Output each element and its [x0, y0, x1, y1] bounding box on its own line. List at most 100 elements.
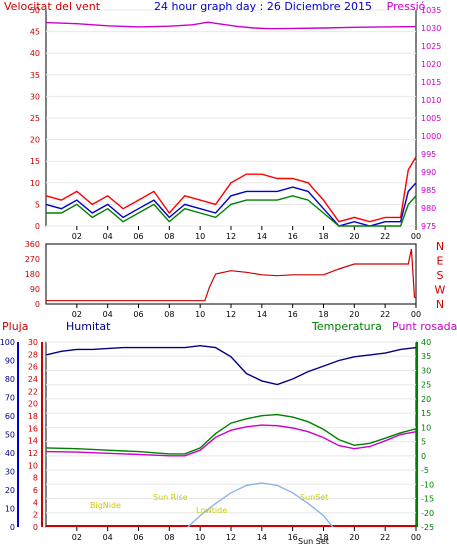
pressure-y-label: 975: [421, 222, 436, 231]
weather-series-line-2: [45, 424, 417, 457]
rain-y-label: 14: [28, 437, 38, 446]
rain-y-label: 16: [28, 424, 38, 433]
rain-y-label: 22: [28, 387, 38, 396]
wind-x-tick-label: 18: [318, 232, 328, 241]
rain-label: Pluja: [2, 320, 28, 333]
temperature-y-label: 25: [421, 381, 431, 390]
temperature-y-label: 35: [421, 352, 431, 361]
rain-y-label: 2: [33, 511, 38, 520]
weather-series-line-3: [187, 482, 334, 528]
direction-x-tick-label: 20: [349, 310, 359, 319]
humidity-y-label: 10: [5, 505, 15, 514]
humidity-y-label: 90: [5, 357, 15, 366]
compass-label: N: [436, 240, 444, 253]
temperature-panel-frame: [45, 341, 417, 528]
dewpoint-label: Punt rosada: [392, 320, 457, 333]
wind-y-label: 20: [30, 136, 40, 145]
direction-x-tick-label: 12: [226, 310, 236, 319]
rain-y-label: 10: [28, 461, 38, 470]
temperature-x-tick-label: 16: [288, 533, 298, 542]
humidity-y-label: 30: [5, 468, 15, 477]
direction-x-tick-label: 10: [195, 310, 205, 319]
rain-y-label: 30: [28, 338, 38, 347]
wind-x-tick-label: 04: [103, 232, 113, 241]
wind-x-tick-label: 10: [195, 232, 205, 241]
direction-x-tick-label: 22: [380, 310, 390, 319]
sun-label: Sun Rise: [153, 493, 188, 502]
pressure-y-label: 1025: [421, 42, 441, 51]
temperature-x-tick-label: 02: [72, 533, 82, 542]
direction-x-tick-label: 06: [133, 310, 143, 319]
temperature-label: Temperatura: [311, 320, 382, 333]
direction-y-label: 90: [30, 285, 40, 294]
direction-y-label: 270: [25, 255, 40, 264]
temperature-x-tick-label: 10: [195, 533, 205, 542]
temperature-x-tick-label: 14: [257, 533, 267, 542]
direction-x-tick-label: 04: [103, 310, 113, 319]
humidity-y-label: 70: [5, 394, 15, 403]
rain-y-label: 18: [28, 412, 38, 421]
compass-label: W: [435, 284, 446, 297]
temperature-y-label: -10: [421, 480, 434, 489]
chart-title: 24 hour graph day : 26 Diciembre 2015: [154, 0, 372, 13]
temperature-y-label: 0: [421, 452, 426, 461]
pressure-y-label: 1010: [421, 96, 441, 105]
direction-x-tick-label: 18: [318, 310, 328, 319]
sun-label: BigNide: [90, 501, 121, 510]
temperature-x-tick-label: 00: [411, 533, 421, 542]
wind-axis-title: Velocitat del vent: [4, 0, 101, 13]
wind-y-label: 15: [30, 157, 40, 166]
temperature-x-tick-label: 18: [318, 533, 328, 542]
direction-x-tick-label: 00: [411, 310, 421, 319]
direction-x-tick-label: 16: [288, 310, 298, 319]
direction-y-label: 0: [35, 300, 40, 309]
direction-x-tick-label: 14: [257, 310, 267, 319]
wind-x-tick-label: 16: [288, 232, 298, 241]
wind-x-tick-label: 14: [257, 232, 267, 241]
temperature-y-label: 20: [421, 395, 431, 404]
temperature-y-label: 40: [421, 338, 431, 347]
temperature-y-label: 10: [421, 423, 431, 432]
wind-x-tick-label: 00: [411, 232, 421, 241]
humidity-y-label: 60: [5, 412, 15, 421]
pressure-y-label: 995: [421, 150, 436, 159]
wind-series-line-1: [45, 156, 417, 223]
humidity-label: Humitat: [66, 320, 111, 333]
temperature-y-label: -5: [421, 466, 429, 475]
rain-y-label: 8: [33, 474, 38, 483]
direction-y-label: 180: [25, 270, 40, 279]
temperature-x-tick-label: 20: [349, 533, 359, 542]
direction-y-label: 360: [25, 240, 40, 249]
wind-y-label: 5: [35, 200, 40, 209]
humidity-y-label: 100: [0, 338, 15, 347]
sun-label: Lowtide: [196, 506, 227, 515]
rain-y-label: 28: [28, 350, 38, 359]
pressure-axis-title: Pressió: [387, 0, 426, 13]
wind-series-line-0: [45, 21, 417, 30]
pressure-y-label: 1020: [421, 60, 441, 69]
compass-label: S: [437, 269, 444, 282]
rain-y-label: 12: [28, 449, 38, 458]
temperature-x-tick-label: 22: [380, 533, 390, 542]
weather-series-line-1: [45, 413, 417, 455]
temperature-y-label: 5: [421, 438, 426, 447]
pressure-y-label: 990: [421, 168, 436, 177]
wind-y-label: 30: [30, 92, 40, 101]
direction-series-line: [46, 248, 416, 302]
direction-panel-frame: [45, 243, 417, 305]
direction-x-tick-label: 08: [164, 310, 174, 319]
pressure-y-label: 985: [421, 186, 436, 195]
temperature-y-label: 30: [421, 366, 431, 375]
wind-y-label: 10: [30, 179, 40, 188]
wind-y-label: 25: [30, 114, 40, 123]
temperature-y-label: -25: [421, 523, 434, 532]
temperature-x-tick-label: 08: [164, 533, 174, 542]
temperature-x-tick-label: 04: [103, 533, 113, 542]
weather-series-line-0: [45, 344, 417, 386]
humidity-y-label: 0: [10, 523, 15, 532]
compass-label: E: [437, 255, 444, 268]
rain-y-label: 20: [28, 400, 38, 409]
wind-series-line-3: [46, 195, 417, 227]
